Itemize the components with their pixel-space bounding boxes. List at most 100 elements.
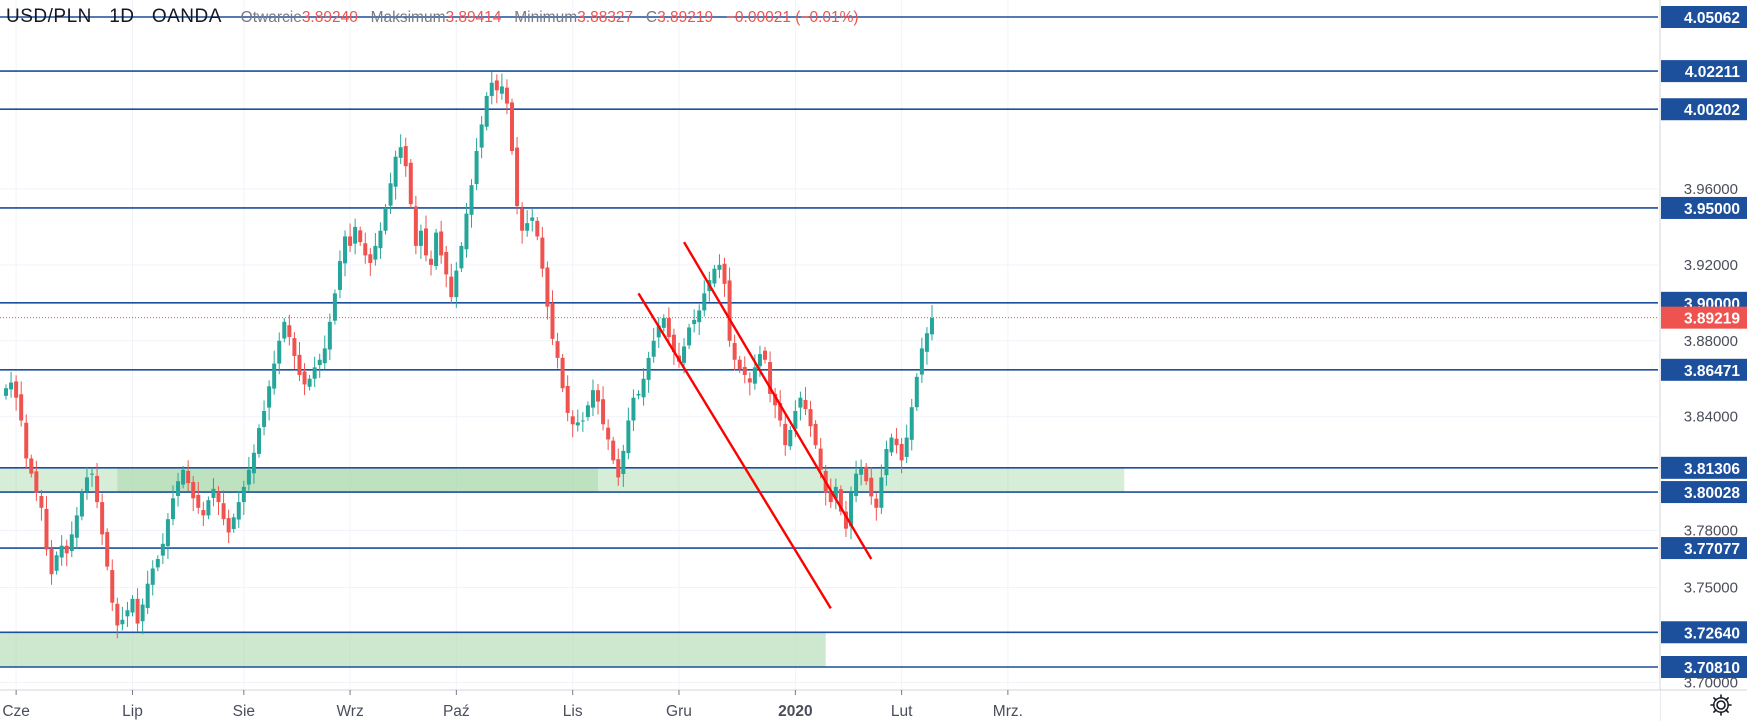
candle-117 [596,390,601,402]
candle-165 [838,489,843,512]
candle-65 [332,293,337,321]
candle-25 [130,598,135,613]
candle-34 [176,481,181,497]
low-label: Minimum [514,9,578,26]
candle-130 [661,318,666,328]
candle-26 [135,598,140,624]
candle-164 [833,486,838,499]
candle-175 [889,437,894,453]
candle-61 [312,367,317,379]
candle-138 [702,293,707,311]
candle-147 [747,378,752,383]
candle-53 [272,363,277,389]
price-tick-5: 3.92000 [1684,257,1738,274]
candle-137 [697,310,702,323]
candle-170 [864,466,869,482]
candle-28 [145,583,150,608]
candle-52 [267,386,272,408]
candle-43 [221,503,226,520]
candle-13 [69,534,74,552]
candle-64 [327,321,332,350]
candle-54 [277,340,282,364]
candle-102 [520,208,525,231]
candle-145 [737,359,742,370]
candle-163 [828,491,833,503]
candle-55 [282,321,287,339]
candle-7 [39,496,44,508]
candle-99 [504,87,509,104]
candle-69 [353,226,358,244]
candle-141 [717,264,722,270]
candle-27 [140,604,145,622]
candle-35 [181,469,186,485]
candle-114 [580,420,585,422]
level-tag-1 [1661,60,1747,83]
time-tick-4: Paź [443,703,470,720]
candle-1 [9,382,14,390]
candle-179 [909,407,914,440]
candle-100 [510,102,514,152]
price-axis[interactable]: 3.70000 3.75000 3.78000 3.84000 3.88000 3.920… [1659,0,1747,721]
candle-2 [14,381,19,398]
candle-112 [570,416,575,425]
candle-60 [307,378,312,387]
candle-46 [236,502,241,520]
candle-18 [95,475,100,503]
candle-10 [54,555,59,571]
candle-4 [24,422,29,459]
candle-131 [666,318,671,337]
candle-44 [226,518,231,533]
candle-63 [322,348,327,364]
level-label-9: 3.72640 [1684,625,1740,642]
time-axis[interactable]: Cze Lip Sie Wrz Paź Lis Gru 2020 Lut Mrz. [0,689,1747,721]
candle-146 [742,366,747,375]
candle-98 [499,86,504,94]
candle-81 [413,206,418,246]
candle-181 [919,348,924,375]
candle-166 [843,511,848,529]
candle-150 [763,350,767,360]
candle-48 [246,469,251,485]
level-tag-5 [1661,358,1747,381]
candle-8 [44,508,49,550]
candle-116 [590,390,595,408]
candle-182 [924,333,929,352]
candle-94 [479,124,484,148]
candle-129 [656,325,661,338]
candle-111 [565,385,570,413]
zone-strong-0 [117,467,599,493]
candle-16 [84,477,89,492]
candle-153 [778,403,783,421]
candle-82 [418,230,423,246]
candle-78 [398,147,403,158]
candle-70 [358,230,363,243]
candle-122 [621,450,626,475]
high-label: Maksimum [370,9,446,26]
gear-icon[interactable] [1709,693,1733,717]
support-zones [0,467,1125,667]
candle-161 [818,448,823,470]
candle-107 [545,267,550,307]
candle-31 [160,543,165,556]
candle-89 [454,270,459,298]
candle-109 [555,341,560,358]
candle-40 [206,500,211,516]
candle-110 [560,357,565,389]
price-tick-0: 3.70000 [1684,674,1738,691]
candle-11 [59,545,64,558]
candle-143 [727,280,732,341]
level-tag-10 [1661,656,1747,678]
candle-180 [914,376,919,408]
channel-line-0 [683,241,873,560]
time-tick-2: Sie [233,703,255,720]
price-tick-6: 3.96000 [1684,181,1738,198]
candle-33 [170,498,175,520]
candle-47 [241,486,246,503]
candle-118 [601,399,606,425]
grid [0,0,1658,690]
time-tick-6: Gru [666,703,692,720]
candle-142 [722,263,727,284]
price-tick-3: 3.84000 [1684,409,1738,426]
candle-75 [383,207,388,231]
